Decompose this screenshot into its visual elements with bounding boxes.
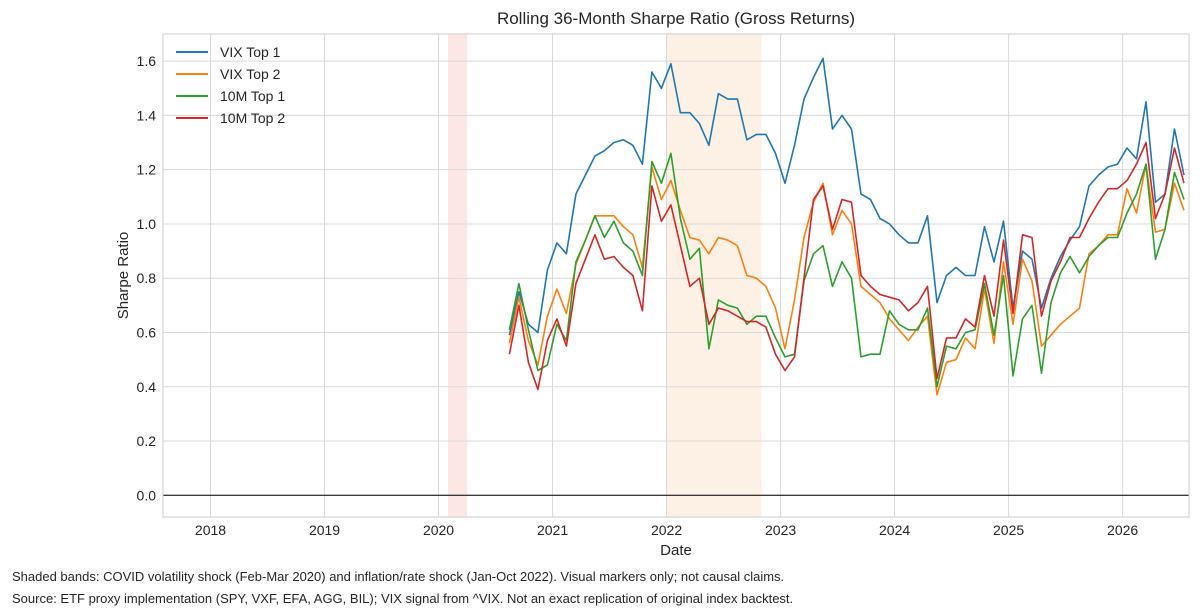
x-tick-label: 2023 — [765, 522, 796, 538]
shaded-band-1 — [448, 34, 467, 517]
series-line-3 — [508, 152, 1185, 388]
series-line-4 — [508, 141, 1185, 391]
y-tick-label: 1.6 — [137, 53, 157, 69]
axes-frame — [162, 33, 1190, 518]
x-tick-label: 2020 — [423, 522, 454, 538]
y-tick-label: 1.2 — [137, 162, 157, 178]
y-tick-label: 0.8 — [137, 270, 157, 286]
y-tick-label: 0.4 — [137, 379, 157, 395]
legend-label-4: 10M Top 2 — [220, 110, 285, 126]
y-tick-label: 0.0 — [137, 487, 157, 503]
chart-title: Rolling 36-Month Sharpe Ratio (Gross Ret… — [497, 9, 855, 28]
x-tick-label: 2026 — [1107, 522, 1138, 538]
x-tick-label: 2024 — [879, 522, 910, 538]
x-tick-label: 2025 — [993, 522, 1024, 538]
chart-canvas: 0.0 0.2 0.4 0.6 0.8 1.0 1.2 1.4 1.6 2018 2019 2020 2… — [115, 9, 1190, 559]
legend-label-3: 10M Top 1 — [220, 88, 285, 104]
y-tick-label: 1.4 — [137, 107, 157, 123]
x-tick-label: 2019 — [309, 522, 340, 538]
y-tick-label: 1.0 — [137, 216, 157, 232]
series-line-2 — [508, 163, 1185, 396]
x-tick-label: 2022 — [651, 522, 682, 538]
legend-label-1: VIX Top 1 — [220, 44, 281, 60]
footnote-bands: Shaded bands: COVID volatility shock (Fe… — [12, 569, 785, 584]
legend-label-2: VIX Top 2 — [220, 66, 281, 82]
x-tick-label: 2018 — [195, 522, 226, 538]
footnote-source: Source: ETF proxy implementation (SPY, V… — [12, 591, 794, 606]
x-axis-label: Date — [660, 542, 692, 559]
sharpe-ratio-chart: 0.0 0.2 0.4 0.6 0.8 1.0 1.2 1.4 1.6 2018 2019 2020 2… — [115, 9, 1190, 559]
y-axis-label: Sharpe Ratio — [115, 232, 132, 320]
y-tick-label: 0.6 — [137, 324, 157, 340]
x-tick-label: 2021 — [537, 522, 568, 538]
y-tick-label: 0.2 — [137, 433, 157, 449]
